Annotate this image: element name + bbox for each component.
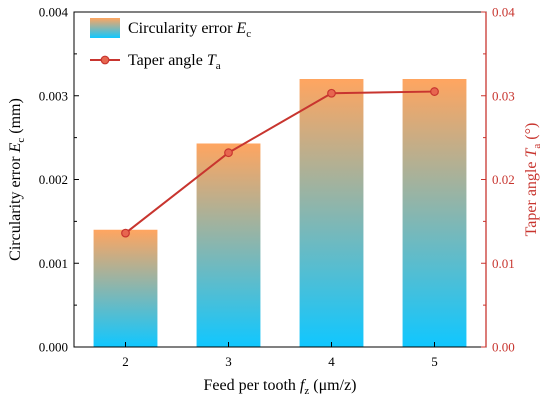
taper-angle-line — [124, 90, 435, 234]
bar-5 — [402, 79, 467, 347]
y-right-axis-label-subscript: a — [531, 144, 543, 149]
legend-bar-label-variable: E — [235, 20, 246, 37]
right-tick-label: 0.02 — [492, 172, 515, 187]
legend-bar-label-text: Circularity error — [128, 20, 236, 37]
x-tick-label: 2 — [122, 354, 129, 369]
right-tick-label: 0.00 — [492, 340, 515, 355]
bars-group — [93, 79, 467, 347]
x-tick-label: 3 — [225, 354, 232, 369]
legend-bar-swatch — [90, 18, 120, 38]
x-axis-label-unit: (μm/z) — [309, 377, 356, 394]
legend-line-label: Taper angle Ta — [128, 52, 221, 72]
line-group — [121, 87, 439, 238]
y-left-axis-label-text: Circularity error — [7, 152, 24, 260]
legend-bar-label: Circularity error Ec — [128, 20, 251, 40]
y-right-axis-label: Taper angle Ta (°) — [523, 123, 543, 237]
y-right-axis-label-variable: T — [523, 148, 540, 158]
y-left-axis-label: Circularity error Ec (mm) — [7, 98, 27, 261]
y-left-axis-label-variable: E — [7, 142, 24, 153]
y-right-axis-label-text: Taper angle — [523, 158, 540, 237]
x-axis-label-variable: f — [300, 377, 307, 394]
legend-line-marker — [100, 55, 110, 65]
x-axis-label-subscript: z — [304, 385, 309, 397]
legend-line-label-variable: T — [207, 52, 217, 69]
x-tick-label: 5 — [431, 354, 438, 369]
left-tick-label: 0.004 — [39, 5, 69, 20]
right-tick-label: 0.04 — [492, 5, 515, 20]
taper-angle-point-3 — [224, 148, 233, 158]
left-tick-label: 0.000 — [39, 340, 68, 355]
y-left-axis-label-unit: (mm) — [7, 98, 24, 138]
bar-2 — [93, 229, 158, 347]
x-axis-label: Feed per tooth fz (μm/z) — [204, 377, 357, 397]
bar-4 — [299, 79, 364, 347]
x-axis-label-text: Feed per tooth — [204, 377, 300, 394]
legend-bar-label-subscript: c — [246, 28, 251, 40]
legend-line-label-subscript: a — [216, 60, 221, 72]
bar-3 — [196, 143, 261, 347]
y-right-axis-label-unit: (°) — [523, 123, 540, 144]
axes-group: 0.000 0.001 0.002 0.003 0.004 0.00 0.01 0.02 0.0… — [7, 5, 543, 398]
y-left-axis-label-subscript: c — [15, 138, 27, 143]
left-tick-label: 0.001 — [39, 256, 68, 271]
taper-angle-point-5 — [430, 87, 439, 96]
left-tick-label: 0.003 — [39, 88, 68, 103]
left-tick-label: 0.002 — [39, 172, 68, 187]
legend: Circularity error Ec Taper angle Ta — [90, 18, 251, 72]
right-tick-label: 0.03 — [492, 88, 515, 103]
right-tick-label: 0.01 — [492, 256, 515, 271]
taper-angle-point-4 — [327, 88, 336, 98]
legend-line-label-text: Taper angle — [128, 52, 207, 69]
taper-angle-point-2 — [121, 228, 130, 238]
x-tick-label: 4 — [328, 354, 335, 369]
